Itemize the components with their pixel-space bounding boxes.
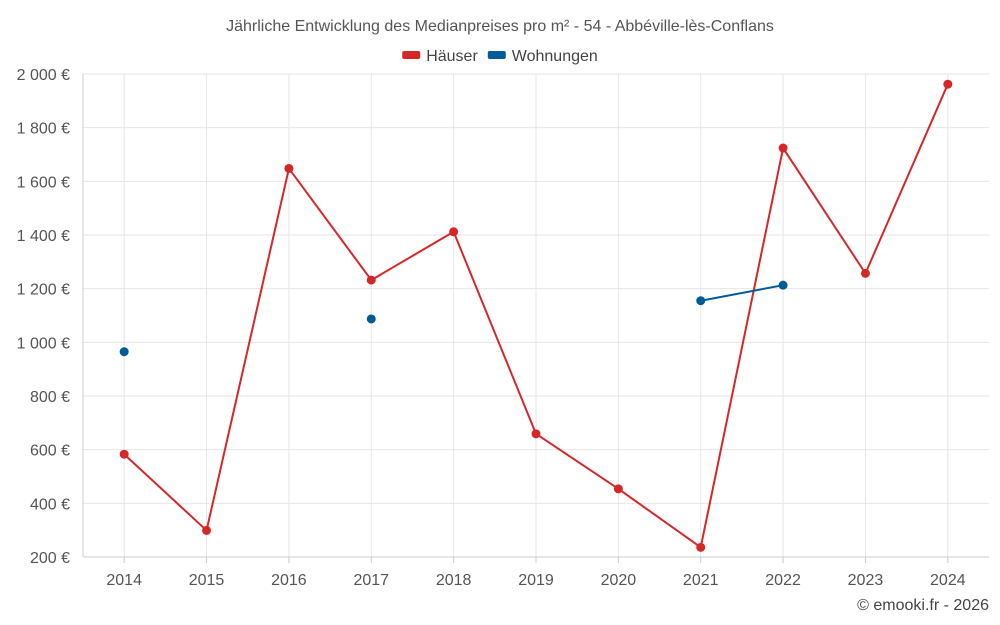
- data-point[interactable]: [202, 525, 212, 535]
- chart-title: Jährliche Entwicklung des Medianpreises …: [226, 18, 774, 35]
- y-tick-label: 1 000 €: [17, 335, 70, 352]
- series-layer: [119, 79, 953, 552]
- x-tick-label: 2021: [683, 572, 719, 589]
- y-tick-label: 200 €: [30, 550, 70, 567]
- legend-label: Häuser: [426, 48, 478, 65]
- x-tick-label: 2023: [848, 572, 884, 589]
- legend-swatch: [402, 51, 421, 59]
- data-point[interactable]: [696, 296, 706, 306]
- data-point[interactable]: [778, 143, 788, 153]
- x-tick-label: 2014: [106, 572, 142, 589]
- x-tick-label: 2020: [601, 572, 637, 589]
- data-point[interactable]: [696, 542, 706, 552]
- credit-text: © emooki.fr - 2026: [857, 597, 989, 614]
- series-line-segment: [864, 83, 949, 275]
- y-tick-label: 2 000 €: [17, 67, 70, 84]
- data-point[interactable]: [119, 449, 129, 459]
- x-tick-label: 2019: [518, 572, 554, 589]
- y-tick-label: 1 600 €: [17, 174, 70, 191]
- legend-item-wohnungen[interactable]: Wohnungen: [487, 48, 598, 65]
- y-tick-label: 1 400 €: [17, 228, 70, 245]
- legend-item-häuser[interactable]: Häuser: [402, 48, 478, 65]
- data-point[interactable]: [943, 79, 953, 89]
- x-tick-label: 2016: [271, 572, 307, 589]
- series-line-segment: [452, 230, 537, 435]
- y-tick-label: 600 €: [30, 443, 70, 460]
- legend-swatch: [487, 51, 506, 59]
- data-point[interactable]: [366, 275, 376, 285]
- y-tick-label: 1 200 €: [17, 282, 70, 299]
- y-tick-label: 800 €: [30, 389, 70, 406]
- data-point[interactable]: [531, 429, 541, 439]
- data-point[interactable]: [860, 268, 870, 278]
- x-tick-label: 2015: [189, 572, 225, 589]
- data-point[interactable]: [778, 280, 788, 290]
- series-line-segment: [287, 167, 373, 282]
- grid-lines: [83, 73, 989, 558]
- y-axis: 200 € 400 € 600 € 800 € 1 000 € 1 200 € 1 400 …: [17, 67, 84, 567]
- y-tick-label: 400 €: [30, 496, 70, 513]
- x-tick-label: 2018: [436, 572, 472, 589]
- y-tick-label: 1 800 €: [17, 121, 70, 138]
- data-point[interactable]: [366, 314, 376, 324]
- data-point[interactable]: [613, 484, 623, 494]
- series-line-segment: [782, 147, 867, 275]
- series-line-segment: [205, 167, 290, 532]
- x-axis: 2014 2015 2016 2017 2018 2019 2020 2021 2022 2023…: [83, 556, 989, 589]
- legend-label: Wohnungen: [512, 48, 598, 65]
- series-line-segment: [370, 230, 455, 282]
- series-line-segment: [535, 432, 620, 490]
- x-tick-label: 2022: [765, 572, 801, 589]
- series-häuser: [119, 79, 953, 552]
- series-line-segment: [699, 284, 785, 302]
- legend: Häuser Wohnungen: [402, 48, 598, 65]
- data-point[interactable]: [119, 347, 129, 357]
- data-point[interactable]: [284, 163, 294, 173]
- series-line-segment: [617, 487, 702, 549]
- series-wohnungen: [119, 280, 788, 357]
- series-line-segment: [123, 453, 208, 532]
- series-line-segment: [699, 147, 785, 549]
- data-point[interactable]: [449, 227, 459, 237]
- x-tick-label: 2024: [930, 572, 966, 589]
- x-tick-label: 2017: [353, 572, 389, 589]
